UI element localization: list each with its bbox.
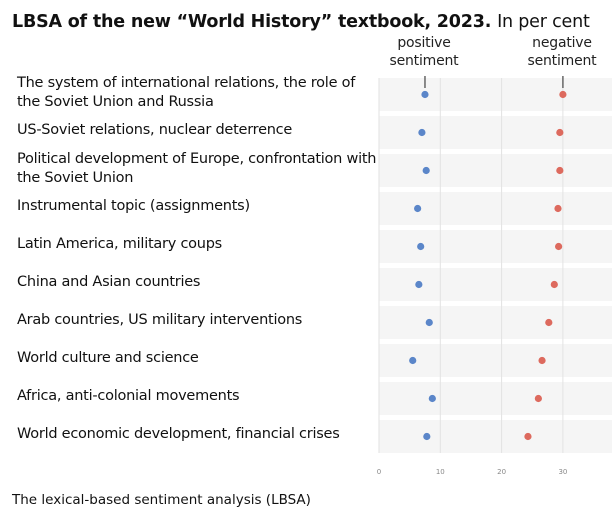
negative-dot xyxy=(554,204,562,213)
chart-subtitle: In per cent xyxy=(497,12,590,32)
chart-footnote: The lexical-based sentiment analysis (LB… xyxy=(12,492,311,508)
positive-dot xyxy=(409,356,417,365)
row-band xyxy=(379,78,612,111)
category-label: Arab countries, US military intervention… xyxy=(17,312,303,328)
chart-title: LBSA of the new “World History” textbook… xyxy=(12,11,590,33)
category-label: Latin America, military coups xyxy=(17,236,222,252)
category-label: Instrumental topic (assignments) xyxy=(17,198,250,214)
negative-dot xyxy=(556,166,564,175)
category-label: Political development of Europe, confron… xyxy=(17,150,377,186)
row-band xyxy=(379,382,612,415)
category-label: The system of international relations, t… xyxy=(17,74,356,110)
negative-dot xyxy=(559,90,567,99)
x-tick-label: 0 xyxy=(377,468,381,476)
category-label: China and Asian countries xyxy=(17,274,201,290)
negative-dot xyxy=(555,242,563,251)
positive-dot xyxy=(425,318,433,327)
negative-dot xyxy=(545,318,553,327)
row-band xyxy=(379,268,612,301)
category-label: World culture and science xyxy=(17,350,199,366)
positive-dot xyxy=(428,394,436,403)
category-label: World economic development, financial cr… xyxy=(17,426,340,442)
negative-dot xyxy=(524,432,532,441)
row-band xyxy=(379,306,612,339)
row-band xyxy=(379,192,612,225)
negative-dot xyxy=(538,356,546,365)
x-tick-label: 20 xyxy=(497,468,506,476)
positive-dot xyxy=(415,280,423,289)
row-band xyxy=(379,420,612,453)
row-band xyxy=(379,116,612,149)
positive-dot xyxy=(422,166,430,175)
x-tick-label: 10 xyxy=(436,468,445,476)
positive-sentiment-label: positive sentiment xyxy=(389,35,459,69)
x-tick-label: 30 xyxy=(558,468,567,476)
chart-title-main: LBSA of the new “World History” textbook… xyxy=(12,12,492,32)
category-label: US-Soviet relations, nuclear deterrence xyxy=(17,122,293,138)
row-band xyxy=(379,344,612,377)
positive-dot xyxy=(417,242,425,251)
positive-dot xyxy=(414,204,422,213)
positive-dot xyxy=(418,128,426,137)
positive-dot xyxy=(421,90,429,99)
negative-sentiment-label: negative sentiment xyxy=(527,35,597,69)
category-label: Africa, anti-colonial movements xyxy=(17,388,240,404)
negative-dot xyxy=(534,394,542,403)
row-band xyxy=(379,230,612,263)
positive-dot xyxy=(423,432,431,441)
negative-dot xyxy=(556,128,564,137)
negative-dot xyxy=(550,280,558,289)
row-band xyxy=(379,154,612,187)
